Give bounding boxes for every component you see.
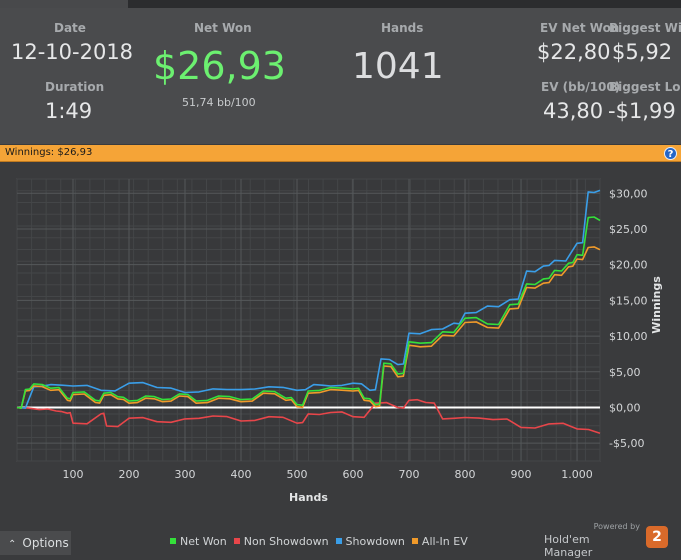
hands-value: 1041 — [352, 46, 444, 87]
chart-legend: Net Won Non Showdown Showdown All-In EV — [170, 535, 475, 548]
session-stats-panel: Date 12-10-2018 Duration 1:49 Net Won $2… — [0, 8, 681, 144]
x-tick-label: 400 — [231, 468, 252, 481]
x-tick-label: 200 — [119, 468, 140, 481]
brand-name: Hold'em Manager — [544, 533, 593, 559]
winnings-banner: Winnings: $26,93 ? — [0, 145, 681, 162]
net-won-label: Net Won — [194, 21, 252, 35]
ev-net-won-value: $22,80 — [537, 40, 611, 64]
series-line-showdown — [16, 189, 601, 409]
y-tick-label: $15,00 — [609, 294, 648, 307]
date-value: 12-10-2018 — [11, 40, 134, 64]
hands-label: Hands — [381, 21, 424, 35]
y-tick-label: -$5,00 — [609, 437, 644, 450]
legend-swatch — [170, 538, 176, 544]
legend-item[interactable]: Non Showdown — [233, 535, 329, 548]
y-tick-label: $5,00 — [609, 366, 641, 379]
x-tick-label: 1.000 — [561, 468, 593, 481]
legend-item[interactable]: Showdown — [335, 535, 405, 548]
biggest-win-value: $5,92 — [612, 40, 673, 64]
legend-swatch — [411, 538, 418, 544]
active-tab[interactable] — [0, 0, 128, 8]
winnings-banner-text: Winnings: $26,93 — [5, 147, 93, 158]
legend-label: Non Showdown — [243, 535, 329, 548]
x-tick-label: 900 — [511, 468, 532, 481]
duration-value: 1:49 — [45, 99, 93, 123]
x-tick-label: 700 — [399, 468, 420, 481]
ev-bb100-value: 43,80 — [543, 99, 604, 123]
legend-swatch — [233, 538, 240, 544]
y-tick-label: $25,00 — [609, 223, 648, 236]
ev-bb100-label: EV (bb/100) — [541, 80, 621, 94]
date-label: Date — [54, 21, 86, 35]
ev-net-won-label: EV Net Won — [540, 21, 620, 35]
options-button[interactable]: ⌃ Options — [0, 531, 71, 555]
winnings-chart-svg: 100 200 300 400 500 600 700 800 900 1.000 -$5,00 $0… — [16, 178, 663, 504]
legend-swatch — [335, 538, 342, 544]
holdem-manager-brand: Powered by Hold'em Manager 2 — [544, 522, 676, 559]
net-won-bb100: 51,74 bb/100 — [182, 96, 256, 109]
powered-by-text: Powered by — [593, 522, 640, 531]
series-line-net-won — [16, 216, 601, 409]
x-axis-title: Hands — [289, 491, 328, 504]
series-line-non-showdown — [16, 398, 601, 434]
x-tick-label: 600 — [343, 468, 364, 481]
y-tick-label: $30,00 — [609, 187, 648, 200]
net-won-value: $26,93 — [153, 44, 286, 88]
legend-label: All-In EV — [421, 535, 468, 548]
y-tick-label: $20,00 — [609, 259, 648, 272]
biggest-loss-value: -$1,99 — [608, 99, 676, 123]
hm2-logo-icon: 2 — [646, 526, 668, 548]
legend-item[interactable]: All-In EV — [411, 535, 468, 548]
biggest-loss-label: Biggest Loss — [609, 80, 681, 94]
x-tick-label: 800 — [455, 468, 476, 481]
legend-item[interactable]: Net Won — [170, 535, 227, 548]
options-label: Options — [22, 536, 69, 550]
help-icon[interactable]: ? — [664, 147, 677, 160]
x-tick-label: 500 — [287, 468, 308, 481]
top-tab-strip — [0, 0, 681, 8]
y-tick-label: $0,00 — [609, 401, 641, 414]
x-tick-label: 300 — [175, 468, 196, 481]
legend-label: Net Won — [180, 535, 227, 548]
chevron-up-icon: ⌃ — [8, 539, 17, 550]
legend-label: Showdown — [345, 535, 405, 548]
x-tick-label: 100 — [63, 468, 84, 481]
y-axis-title: Winnings — [650, 276, 663, 334]
biggest-win-label: Biggest Win — [609, 21, 681, 35]
winnings-chart: 100 200 300 400 500 600 700 800 900 1.000 -$5,00 $0… — [0, 163, 681, 556]
y-tick-label: $10,00 — [609, 330, 648, 343]
duration-label: Duration — [45, 80, 105, 94]
series-line-all-in-ev — [16, 246, 601, 409]
